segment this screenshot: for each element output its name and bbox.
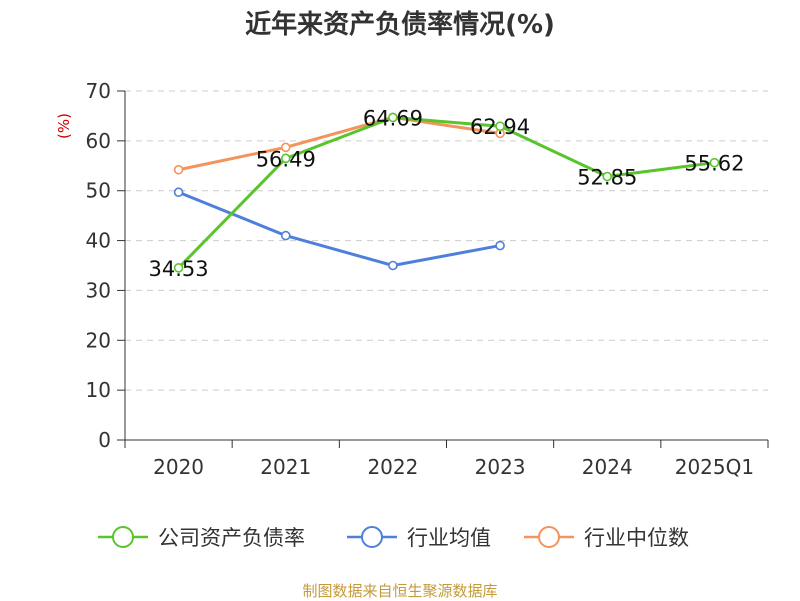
- data-label: 34.53: [149, 257, 209, 281]
- data-point: [495, 240, 505, 251]
- x-tick-label: 2023: [475, 455, 526, 479]
- data-point: [388, 112, 398, 123]
- x-tick-label: 2020: [153, 455, 204, 479]
- y-tick-label: 60: [86, 129, 111, 153]
- data-point: [173, 263, 184, 273]
- data-point: [388, 260, 398, 271]
- y-tick-label: 20: [86, 328, 111, 352]
- legend-marker: [361, 526, 383, 548]
- grid-lines: [125, 90, 768, 391]
- x-tick-label: 2022: [367, 455, 418, 479]
- data-point: [495, 121, 505, 131]
- legend-label: 行业均值: [407, 526, 491, 550]
- y-tick-label: 50: [86, 179, 111, 203]
- y-tick-label: 10: [86, 378, 111, 402]
- x-tick-label: 2025Q1: [675, 455, 754, 479]
- legend-label: 行业中位数: [584, 526, 689, 550]
- data-labels: 34.53 56.49 64.69 62.94 52.85 55.62: [149, 106, 745, 280]
- data-point: [709, 157, 720, 168]
- series-line: [178, 190, 501, 267]
- data-point: [173, 164, 184, 175]
- data-point: [173, 187, 184, 198]
- data-label: 52.85: [577, 166, 637, 190]
- y-tick-label: 40: [86, 229, 111, 253]
- series-line: [177, 115, 715, 269]
- legend-label: 公司资产负债率: [158, 526, 305, 550]
- data-label: 62.94: [470, 115, 530, 139]
- axes: 0 10 20 30 40 50 60 70 2020 2021 2022 2023 2024 2025Q…: [55, 79, 769, 479]
- x-tick-label: 2024: [582, 455, 633, 479]
- y-tick-label: 30: [86, 278, 111, 302]
- x-tick-label: 2021: [260, 455, 311, 479]
- data-point: [280, 142, 291, 153]
- source-note: 制图数据来自恒生聚源数据库: [302, 582, 498, 600]
- series-line: [178, 115, 501, 172]
- y-axis-label: (%): [55, 113, 73, 139]
- legend-marker: [538, 526, 560, 548]
- y-tick-label: 70: [86, 79, 111, 103]
- chart-title: 近年来资产负债率情况(%): [245, 10, 555, 40]
- data-point: [280, 230, 291, 241]
- data-point: [602, 171, 613, 182]
- legend-marker: [112, 526, 134, 548]
- data-label: 55.62: [684, 152, 744, 176]
- data-label: 64.69: [363, 106, 423, 130]
- data-point: [280, 153, 291, 164]
- legend: 公司资产负债率 行业均值 行业中位数: [98, 526, 689, 550]
- series-lines: [173, 112, 720, 273]
- y-tick-label: 0: [98, 428, 111, 452]
- data-label: 56.49: [256, 147, 316, 171]
